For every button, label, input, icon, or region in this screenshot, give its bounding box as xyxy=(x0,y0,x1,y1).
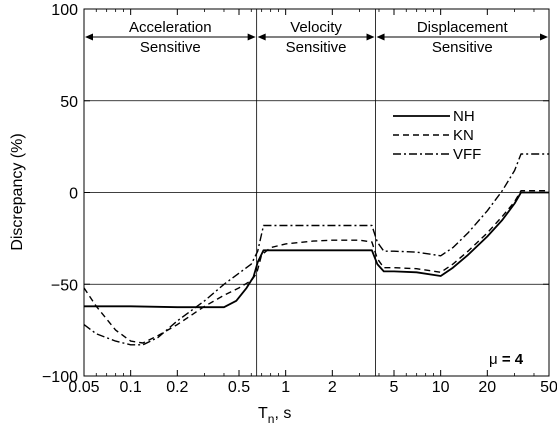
x-tick-label: 1 xyxy=(281,379,290,396)
region-label-line2: Sensitive xyxy=(286,39,347,56)
region-span: Acceleration Sensitive xyxy=(85,19,256,56)
region-arrow-right xyxy=(247,33,256,41)
y-tick-label: −50 xyxy=(51,277,78,294)
x-tick-label: 0.2 xyxy=(166,379,188,396)
region-dividers: AccelerationSensitiveVelocitySensitiveDi… xyxy=(85,9,548,376)
series-line-vff xyxy=(83,153,549,346)
x-axis-label: Tn, s xyxy=(258,405,291,426)
region-span: Velocity Sensitive xyxy=(257,19,375,56)
region-label-line1: Acceleration xyxy=(129,19,212,36)
mu-annotation: μ = 4 xyxy=(489,351,524,368)
region-arrow-left xyxy=(257,33,266,41)
x-tick-label: 20 xyxy=(478,379,496,396)
region-arrow-left xyxy=(376,33,385,41)
x-tick-label: 50 xyxy=(540,379,557,396)
region-span: Displacement Sensitive xyxy=(376,19,548,56)
x-tick-label: 5 xyxy=(390,379,399,396)
legend-entry: VFF xyxy=(393,146,481,163)
y-axis-label: Discrepancy (%) xyxy=(9,133,26,250)
y-tick-label: 100 xyxy=(51,2,78,19)
region-label-line1: Displacement xyxy=(417,19,509,36)
mu-symbol: μ xyxy=(489,351,498,368)
x-tick-label: 10 xyxy=(432,379,450,396)
legend-label: NH xyxy=(453,108,475,125)
legend-entry: NH xyxy=(393,108,475,125)
y-tick-label: −100 xyxy=(42,369,78,386)
axis-ticks xyxy=(83,8,550,377)
region-arrow-left xyxy=(85,33,93,41)
x-axis-label-unit: , s xyxy=(274,405,291,422)
legend-label: VFF xyxy=(453,146,481,163)
region-label-line2: Sensitive xyxy=(140,39,201,56)
region-label-line1: Velocity xyxy=(290,19,342,36)
legend-label: KN xyxy=(453,127,474,144)
x-tick-label: 0.1 xyxy=(120,379,142,396)
region-label-line2: Sensitive xyxy=(432,39,493,56)
mu-value: = 4 xyxy=(498,351,524,368)
x-axis-label-sub: n xyxy=(268,412,275,426)
legend-entry: KN xyxy=(393,127,474,144)
series-lines xyxy=(83,153,549,346)
series-line-nh xyxy=(84,191,549,309)
tick-labels: −100 −50 0 50 100 0.05 0.1 0.2 0.5 1 2 5 10 20 50 xyxy=(42,2,557,396)
x-tick-label: 0.5 xyxy=(228,379,250,396)
region-arrow-right xyxy=(540,33,548,41)
x-tick-label: 2 xyxy=(328,379,337,396)
grid xyxy=(84,100,549,285)
x-axis-label-main: T xyxy=(258,405,268,422)
y-tick-label: 0 xyxy=(69,186,78,203)
x-tick-label: 0.05 xyxy=(68,379,99,396)
y-tick-label: 50 xyxy=(60,94,78,111)
region-arrow-right xyxy=(366,33,375,41)
series-line-kn xyxy=(83,190,549,344)
legend: NH KN VFF xyxy=(393,108,481,163)
